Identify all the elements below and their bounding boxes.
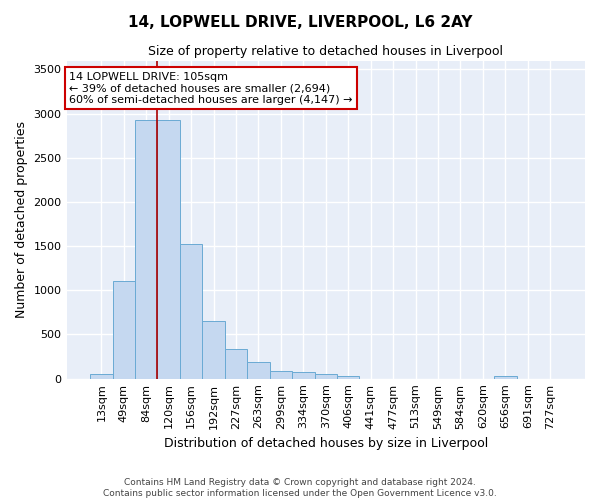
Bar <box>202 321 225 378</box>
Bar <box>337 376 359 378</box>
Bar <box>314 374 337 378</box>
Y-axis label: Number of detached properties: Number of detached properties <box>15 121 28 318</box>
Text: Contains HM Land Registry data © Crown copyright and database right 2024.
Contai: Contains HM Land Registry data © Crown c… <box>103 478 497 498</box>
Bar <box>292 372 314 378</box>
Text: 14 LOPWELL DRIVE: 105sqm
← 39% of detached houses are smaller (2,694)
60% of sem: 14 LOPWELL DRIVE: 105sqm ← 39% of detach… <box>69 72 353 105</box>
Bar <box>113 282 135 378</box>
Bar <box>180 244 202 378</box>
X-axis label: Distribution of detached houses by size in Liverpool: Distribution of detached houses by size … <box>164 437 488 450</box>
Bar <box>157 120 180 378</box>
Bar <box>90 374 113 378</box>
Bar <box>225 348 247 378</box>
Bar <box>494 376 517 378</box>
Text: 14, LOPWELL DRIVE, LIVERPOOL, L6 2AY: 14, LOPWELL DRIVE, LIVERPOOL, L6 2AY <box>128 15 472 30</box>
Bar <box>135 120 157 378</box>
Title: Size of property relative to detached houses in Liverpool: Size of property relative to detached ho… <box>148 45 503 58</box>
Bar <box>269 370 292 378</box>
Bar <box>247 362 269 378</box>
